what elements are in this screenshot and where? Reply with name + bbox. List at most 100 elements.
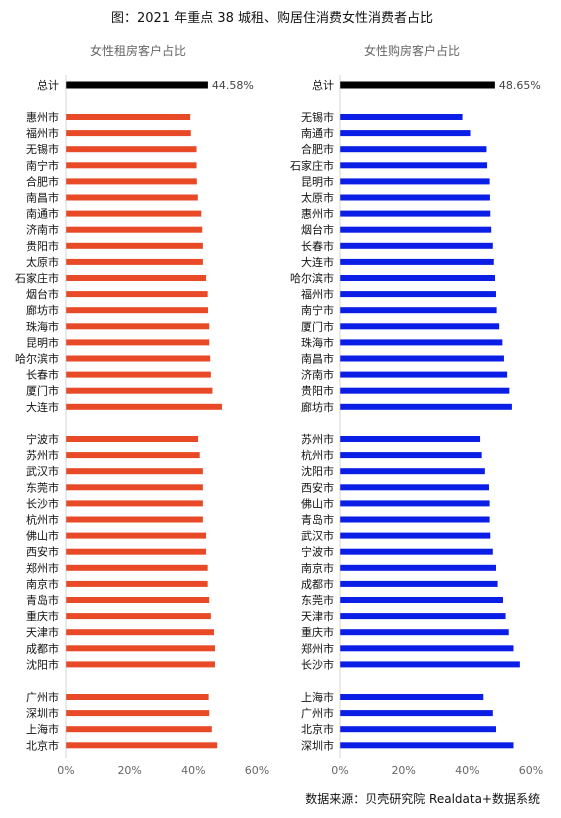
category-label: 福州市 bbox=[301, 287, 334, 301]
category-label: 武汉市 bbox=[26, 464, 59, 478]
bar bbox=[340, 387, 510, 394]
total-bar bbox=[66, 81, 208, 89]
category-label: 南昌市 bbox=[26, 191, 59, 205]
category-label: 郑州市 bbox=[26, 561, 59, 575]
category-label: 苏州市 bbox=[301, 432, 334, 446]
x-tick-label: 0% bbox=[57, 764, 74, 777]
category-label: 深圳市 bbox=[301, 738, 334, 752]
bar bbox=[340, 452, 482, 459]
bar bbox=[66, 532, 207, 539]
category-label: 南京市 bbox=[301, 561, 334, 575]
bar bbox=[340, 468, 485, 475]
category-label: 西安市 bbox=[26, 545, 59, 559]
bar bbox=[340, 484, 489, 491]
bar bbox=[340, 694, 484, 700]
bar bbox=[66, 371, 211, 378]
category-label: 福州市 bbox=[26, 126, 59, 140]
bar bbox=[66, 726, 212, 733]
bar bbox=[340, 500, 490, 507]
bar bbox=[66, 275, 207, 281]
category-label: 佛山市 bbox=[301, 496, 334, 510]
bar bbox=[66, 468, 203, 475]
category-label: 南宁市 bbox=[301, 303, 334, 317]
category-label: 太原市 bbox=[301, 191, 334, 205]
bar bbox=[66, 597, 210, 603]
category-label: 珠海市 bbox=[301, 335, 334, 349]
bar bbox=[66, 694, 209, 700]
bar bbox=[340, 114, 463, 120]
category-label: 武汉市 bbox=[301, 529, 334, 543]
x-tick-label: 20% bbox=[117, 764, 141, 777]
category-label: 长沙市 bbox=[301, 657, 334, 671]
category-label: 大连市 bbox=[301, 255, 334, 269]
category-label: 廊坊市 bbox=[26, 303, 59, 317]
bar bbox=[340, 564, 496, 571]
bar bbox=[66, 178, 197, 185]
bar bbox=[340, 371, 508, 378]
bar bbox=[340, 580, 498, 587]
category-label: 长春市 bbox=[26, 368, 59, 382]
bar bbox=[340, 339, 503, 346]
category-label: 西安市 bbox=[301, 480, 334, 494]
category-label: 深圳市 bbox=[26, 706, 59, 720]
category-label: 石家庄市 bbox=[290, 158, 334, 172]
category-label: 天津市 bbox=[301, 609, 334, 623]
category-label: 济南市 bbox=[301, 368, 334, 382]
category-label: 惠州市 bbox=[26, 110, 59, 124]
bar bbox=[66, 258, 203, 265]
category-label: 合肥市 bbox=[26, 174, 59, 188]
bar bbox=[340, 710, 493, 717]
category-label: 沈阳市 bbox=[26, 657, 59, 671]
bar bbox=[66, 436, 199, 442]
bar bbox=[66, 210, 202, 217]
category-label: 哈尔滨市 bbox=[290, 271, 334, 285]
bar bbox=[340, 516, 490, 523]
bar bbox=[66, 629, 215, 636]
bar bbox=[340, 130, 471, 137]
bar bbox=[66, 580, 208, 587]
x-tick-label: 40% bbox=[181, 764, 205, 777]
bar bbox=[340, 548, 493, 555]
panel-title: 女性购房客户占比 bbox=[364, 43, 460, 58]
bar bbox=[66, 355, 211, 362]
total-label: 总计 bbox=[37, 78, 59, 92]
bar bbox=[66, 130, 191, 137]
category-label: 杭州市 bbox=[301, 448, 334, 462]
bar bbox=[66, 661, 215, 668]
bar bbox=[340, 323, 500, 330]
bar bbox=[340, 436, 481, 442]
category-label: 厦门市 bbox=[26, 384, 59, 398]
category-label: 宁波市 bbox=[301, 545, 334, 559]
category-label: 南通市 bbox=[301, 126, 334, 140]
bar bbox=[66, 226, 203, 233]
bar bbox=[66, 387, 213, 394]
category-label: 北京市 bbox=[301, 722, 334, 736]
x-tick-label: 0% bbox=[331, 764, 348, 777]
bar bbox=[340, 258, 494, 265]
bar bbox=[66, 548, 207, 555]
bar bbox=[340, 226, 492, 233]
bar bbox=[66, 564, 208, 571]
category-label: 无锡市 bbox=[26, 142, 59, 156]
bar bbox=[340, 726, 496, 733]
bar bbox=[66, 242, 203, 249]
category-label: 哈尔滨市 bbox=[15, 352, 59, 366]
bar bbox=[66, 146, 197, 153]
category-label: 北京市 bbox=[26, 738, 59, 752]
category-label: 石家庄市 bbox=[15, 271, 59, 285]
total-value-label: 48.65% bbox=[499, 79, 541, 92]
category-label: 重庆市 bbox=[26, 609, 59, 623]
bar bbox=[66, 162, 197, 169]
bar bbox=[340, 629, 509, 636]
bar bbox=[340, 355, 504, 362]
category-label: 青岛市 bbox=[26, 593, 59, 607]
category-label: 广州市 bbox=[26, 690, 59, 704]
category-label: 苏州市 bbox=[26, 448, 59, 462]
bar bbox=[340, 307, 497, 314]
bar bbox=[340, 275, 496, 281]
bar bbox=[66, 114, 191, 120]
bar bbox=[66, 291, 208, 298]
bar bbox=[66, 323, 210, 330]
